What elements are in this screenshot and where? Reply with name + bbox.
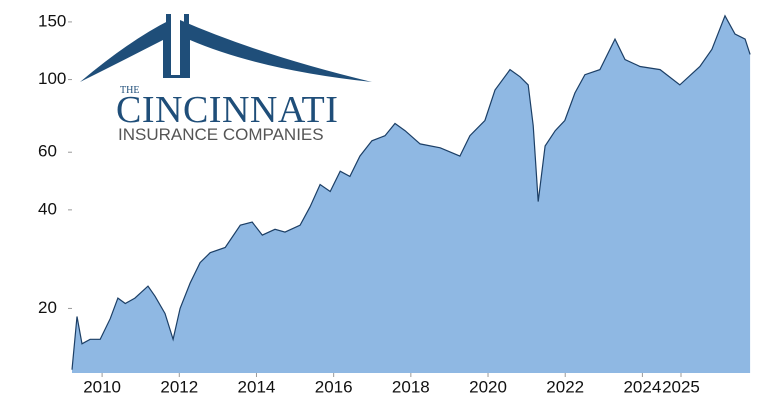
y-tick-label: 60 — [38, 142, 57, 161]
x-tick-label: 2022 — [546, 377, 584, 396]
plot: 20 40 60 100 150 2010 2012 2014 2016 2018 2020 2022… — [38, 11, 751, 396]
price-line — [71, 14, 751, 370]
logo-bridge — [80, 20, 372, 82]
y-tick-label: 20 — [38, 298, 57, 317]
area-fill — [72, 15, 751, 374]
x-tick-label: 2014 — [238, 377, 276, 396]
x-tick-label: 2018 — [392, 377, 430, 396]
y-tick-label: 100 — [38, 69, 66, 88]
x-tick-label: 2016 — [315, 377, 353, 396]
logo-text: INSURANCE COMPANIES — [118, 125, 324, 144]
logo-text: THE — [120, 85, 139, 96]
x-tick-label: 2012 — [160, 377, 198, 396]
x-tick-label: 2024 — [623, 377, 661, 396]
y-tick-label: 40 — [38, 199, 57, 218]
x-tick-label: 2020 — [469, 377, 507, 396]
x-tick-label: 2025 — [662, 377, 700, 396]
logo: THE CINCINNATI INSURANCE COMPANIES — [80, 14, 372, 144]
y-tick-label: 150 — [38, 11, 66, 30]
logo-text: CINCINNATI — [116, 89, 338, 131]
logo-tower — [166, 14, 171, 78]
x-tick-label: 2010 — [83, 377, 121, 396]
logo-tower — [184, 14, 189, 78]
